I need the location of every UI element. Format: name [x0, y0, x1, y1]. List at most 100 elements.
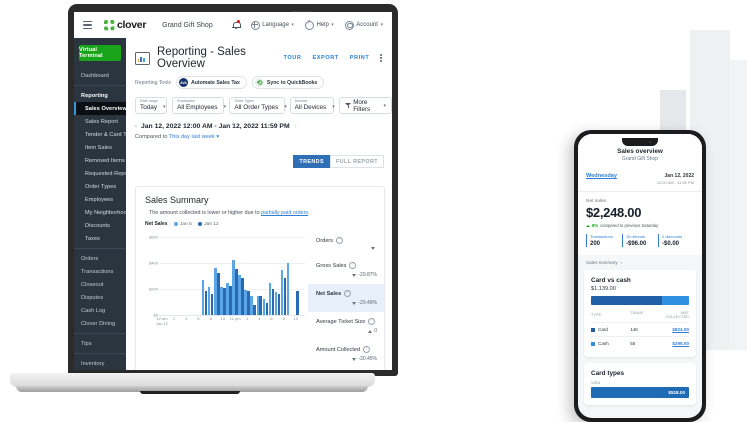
bar-group[interactable] [250, 237, 256, 315]
bar-group[interactable] [299, 237, 305, 315]
automate-sales-tax-chip[interactable]: AVA Automate Sales Tax [175, 76, 247, 89]
legend-label-jan5: Jan 5 [180, 221, 192, 227]
metric-gross-sales-name: Gross Sales [316, 261, 377, 269]
phone-date: Jan 12, 2022 [664, 173, 694, 179]
partially-paid-orders-link[interactable]: partially paid orders [261, 210, 309, 216]
sidebar-item-cash-log[interactable]: Cash Log [81, 307, 106, 314]
sidebar-item-sales-report[interactable]: Sales Report [85, 118, 118, 125]
bar-group[interactable] [262, 237, 269, 315]
info-icon[interactable] [363, 345, 371, 353]
bar-group[interactable] [244, 237, 250, 315]
sidebar-item-sales-overview[interactable]: Sales Overview [74, 102, 126, 115]
sidebar-item-transactions[interactable]: Transactions [81, 268, 114, 275]
chevron-down-icon: ▾ [380, 22, 383, 28]
table-row[interactable]: Card 146 $824.00 [591, 322, 689, 336]
phone-row-card-amount[interactable]: $824.00 [672, 327, 689, 332]
column-amount: AMT COLLECTED [665, 311, 689, 319]
metric-amount-collected[interactable]: Amount Collected -30.45% [308, 340, 384, 368]
bar [204, 290, 208, 315]
metric-net-sales[interactable]: Net Sales -29.49% [308, 284, 384, 312]
sidebar-item-clover-dining[interactable]: Clover Dining [81, 320, 116, 327]
metric-average-ticket-size[interactable]: Average Ticket Size 0 [308, 312, 384, 340]
sidebar-item-tender-card-types[interactable]: Tender & Card Types [85, 131, 126, 138]
info-icon[interactable] [368, 317, 376, 325]
compare-value-link[interactable]: This day last week [168, 134, 215, 140]
date-range-text: Jan 12, 2022 12:00 AM - Jan 12, 2022 11:… [141, 123, 290, 130]
sync-quickbooks-chip[interactable]: ⟲ Sync to QuickBooks [251, 76, 325, 89]
virtual-terminal-button[interactable]: Virtual Terminal [79, 45, 121, 61]
sidebar-item-taxes[interactable]: Taxes [85, 235, 100, 242]
metric-gross-sales[interactable]: Gross Sales -29.87% [308, 256, 384, 284]
filter-employees[interactable]: Employees All Employees ▾ [172, 97, 226, 114]
table-row[interactable]: Cash 55 $295.00 [591, 336, 689, 350]
bar [247, 290, 250, 315]
filter-order-types-label: Order Types [234, 99, 255, 104]
bar-group[interactable] [232, 237, 238, 315]
bar-group[interactable] [226, 237, 232, 315]
sidebar-item-requested-reports[interactable]: Requested Reports [85, 170, 126, 177]
tab-full-report[interactable]: FULL REPORT [329, 155, 384, 168]
sidebar-item-item-sales[interactable]: Item Sales [85, 144, 112, 151]
export-button[interactable]: EXPORT [312, 55, 339, 61]
chevron-right-icon: › [620, 260, 623, 265]
laptop-base-lower [16, 386, 368, 392]
sidebar-item-inventory[interactable]: Inventory [81, 360, 105, 367]
info-icon[interactable] [336, 236, 344, 244]
clover-logo[interactable]: clover [104, 19, 146, 31]
kebab-menu-icon[interactable] [380, 54, 382, 62]
filter-devices[interactable]: Devices All Devices ▾ [289, 97, 335, 114]
filter-date-range[interactable]: Date range Today ▾ [135, 97, 168, 114]
sidebar-item-employees[interactable]: Employees [85, 196, 114, 203]
chevron-left-icon[interactable]: ‹ [135, 123, 137, 130]
bar-group[interactable] [220, 237, 226, 315]
filter-order-types[interactable]: Order Types All Order Types ▾ [229, 97, 287, 114]
sidebar-item-tips[interactable]: Tips [81, 340, 92, 347]
info-icon[interactable] [344, 289, 352, 297]
bar-group[interactable] [207, 237, 214, 315]
metrics-list: Orders Gross Sales -29.87% Net Sales -29… [308, 231, 384, 368]
hamburger-icon[interactable] [83, 21, 92, 29]
sidebar-item-dashboard[interactable]: Dashboard [81, 72, 109, 79]
sidebar-item-discounts[interactable]: Discounts [85, 222, 111, 229]
more-filters-button[interactable]: More Filters ▾ [339, 97, 392, 114]
tour-button[interactable]: TOUR [283, 55, 302, 61]
sidebar-item-orders[interactable]: Orders [81, 255, 99, 262]
page-title: Reporting - Sales Overview [157, 46, 246, 70]
sidebar-item-closeout[interactable]: Closeout [81, 281, 104, 288]
metric-amount-collected-name: Amount Collected [316, 345, 377, 353]
phone-sales-summary-link[interactable]: Sales summary › [578, 255, 702, 270]
chevron-right-icon[interactable]: › [294, 123, 297, 130]
help-menu[interactable]: Help ▾ [304, 20, 334, 30]
bar-group[interactable] [274, 237, 281, 315]
language-label: Language [262, 22, 289, 28]
sidebar-group-reporting[interactable]: Reporting [81, 92, 108, 99]
bell-icon[interactable] [231, 20, 241, 30]
help-label: Help [316, 22, 329, 28]
sidebar-item-order-types[interactable]: Order Types [85, 183, 117, 190]
phone-row-cash-amount[interactable]: $295.00 [672, 341, 689, 346]
bar-group[interactable] [280, 237, 287, 315]
bar-group[interactable] [268, 237, 275, 315]
tab-trends[interactable]: TRENDS [293, 155, 330, 168]
phone-day-link[interactable]: Wednesday [586, 173, 617, 179]
chart-x-axis: 12 am Jan 12 2 4 6 8 10 12 pm 2 4 6 8 10 [156, 316, 305, 330]
bar-group[interactable] [238, 237, 244, 315]
x-tick-label: 6 [270, 316, 273, 321]
metric-orders[interactable]: Orders [308, 231, 384, 256]
print-button[interactable]: PRINT [349, 55, 370, 61]
bar-group[interactable] [286, 237, 293, 315]
sidebar-item-my-neighborhood[interactable]: My Neighborhood [85, 209, 126, 216]
bar-group[interactable] [213, 237, 220, 315]
info-icon[interactable] [349, 261, 357, 269]
sales-summary-card: Sales Summary The amount collected is lo… [135, 186, 385, 370]
bar [213, 268, 217, 315]
bar-group[interactable] [293, 237, 299, 315]
bar-group[interactable] [201, 237, 208, 315]
sidebar-item-removed-items[interactable]: Removed Items [85, 157, 125, 164]
language-menu[interactable]: Language ▾ [250, 20, 294, 30]
bar-group[interactable] [256, 237, 263, 315]
filter-order-types-text: All Order Types [234, 103, 279, 111]
bar [274, 292, 278, 315]
sidebar-item-disputes[interactable]: Disputes [81, 294, 104, 301]
account-menu[interactable]: Account ▾ [344, 20, 383, 30]
